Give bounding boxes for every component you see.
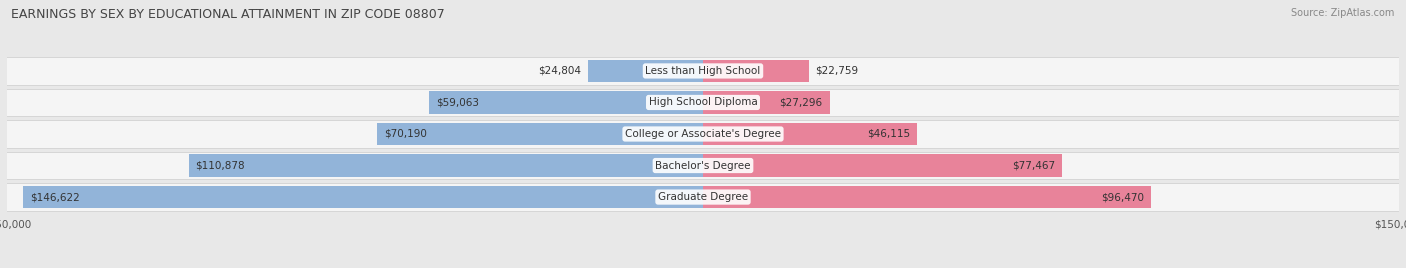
Text: $110,878: $110,878: [195, 161, 245, 170]
Bar: [429, 91, 703, 114]
Bar: [3, 120, 1403, 148]
Text: $27,296: $27,296: [779, 98, 823, 107]
Text: Source: ZipAtlas.com: Source: ZipAtlas.com: [1291, 8, 1395, 18]
Bar: [588, 59, 703, 82]
Text: $24,804: $24,804: [538, 66, 581, 76]
Bar: [3, 89, 1403, 116]
Bar: [188, 154, 703, 177]
Bar: [377, 123, 703, 145]
Bar: [3, 183, 1403, 211]
Bar: [22, 186, 703, 209]
Text: $77,467: $77,467: [1012, 161, 1056, 170]
Text: Graduate Degree: Graduate Degree: [658, 192, 748, 202]
Text: $146,622: $146,622: [30, 192, 79, 202]
Bar: [703, 59, 808, 82]
Bar: [703, 186, 1150, 209]
Bar: [3, 57, 1403, 85]
Text: EARNINGS BY SEX BY EDUCATIONAL ATTAINMENT IN ZIP CODE 08807: EARNINGS BY SEX BY EDUCATIONAL ATTAINMEN…: [11, 8, 444, 21]
Text: $59,063: $59,063: [436, 98, 479, 107]
Bar: [703, 123, 917, 145]
Bar: [3, 152, 1403, 179]
Text: High School Diploma: High School Diploma: [648, 98, 758, 107]
Bar: [703, 91, 830, 114]
Text: $22,759: $22,759: [815, 66, 859, 76]
Text: Less than High School: Less than High School: [645, 66, 761, 76]
Bar: [703, 154, 1063, 177]
Text: Bachelor's Degree: Bachelor's Degree: [655, 161, 751, 170]
Text: $46,115: $46,115: [868, 129, 910, 139]
Text: $96,470: $96,470: [1101, 192, 1143, 202]
Text: $70,190: $70,190: [384, 129, 427, 139]
Text: College or Associate's Degree: College or Associate's Degree: [626, 129, 780, 139]
